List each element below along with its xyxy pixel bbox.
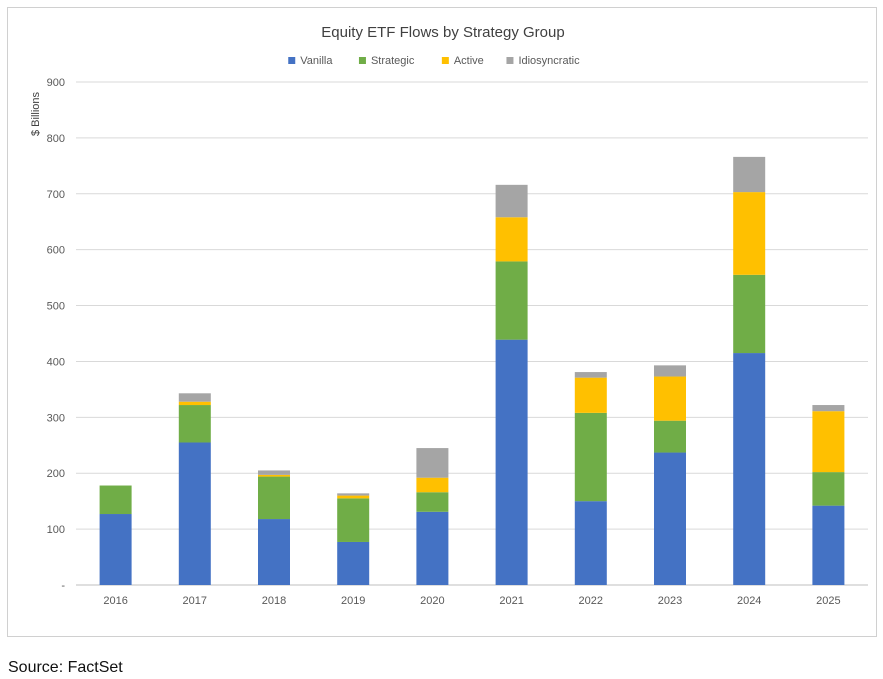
y-tick-label: 600: [47, 245, 65, 257]
x-tick-label: 2025: [816, 595, 840, 607]
bar-vanilla-2017: [178, 442, 211, 585]
bar-strategic-2021: [495, 261, 528, 340]
bar-vanilla-2019: [337, 541, 370, 585]
legend-swatch: [288, 57, 296, 64]
bar-active-2023: [654, 376, 686, 421]
bar-active-2018: [258, 474, 290, 477]
stacked-bar-chart: Equity ETF Flows by Strategy Group Vanil…: [30, 24, 868, 607]
bars: [99, 156, 845, 585]
bar-vanilla-2020: [416, 511, 449, 585]
x-tick-label: 2021: [499, 595, 523, 607]
bar-idiosyncratic-2020: [416, 448, 449, 478]
bar-idiosyncratic-2023: [654, 365, 686, 377]
x-tick-label: 2016: [103, 595, 127, 607]
source-note: Source: FactSet: [8, 659, 123, 676]
bar-vanilla-2023: [654, 452, 686, 585]
bar-strategic-2024: [733, 274, 766, 354]
legend-swatch: [358, 57, 366, 64]
bar-strategic-2018: [258, 476, 290, 520]
y-tick-label: -: [61, 580, 65, 592]
bar-active-2021: [495, 217, 528, 262]
bar-strategic-2016: [99, 485, 132, 515]
y-tick-label: 300: [47, 412, 65, 424]
bar-vanilla-2018: [258, 519, 290, 585]
bar-strategic-2023: [654, 420, 686, 453]
bar-idiosyncratic-2021: [495, 184, 528, 218]
bar-strategic-2020: [416, 492, 449, 512]
bar-idiosyncratic-2025: [812, 405, 845, 412]
legend-label: Vanilla: [300, 55, 333, 67]
x-tick-label: 2017: [183, 595, 207, 607]
legend-item-vanilla: Vanilla: [288, 55, 333, 67]
y-tick-label: 400: [47, 356, 65, 368]
bar-active-2020: [416, 477, 449, 493]
bar-active-2019: [337, 495, 370, 499]
bar-idiosyncratic-2017: [178, 393, 211, 402]
legend-item-active: Active: [441, 55, 484, 67]
legend: Vanilla Strategic Active Idiosyncratic: [288, 55, 580, 67]
legend-label: Strategic: [371, 55, 415, 67]
bar-idiosyncratic-2022: [574, 372, 607, 378]
x-tick-label: 2019: [341, 595, 365, 607]
bar-vanilla-2022: [574, 501, 607, 585]
chart-title: Equity ETF Flows by Strategy Group: [321, 24, 564, 41]
legend-swatch: [441, 57, 449, 64]
bar-vanilla-2021: [495, 339, 528, 585]
bar-strategic-2019: [337, 498, 370, 542]
legend-swatch: [506, 57, 514, 64]
bar-strategic-2022: [574, 412, 607, 502]
bar-active-2024: [733, 192, 766, 275]
legend-label: Idiosyncratic: [518, 55, 580, 67]
bar-active-2022: [574, 377, 607, 413]
x-tick-label: 2020: [420, 595, 444, 607]
bar-vanilla-2016: [99, 514, 132, 585]
bar-idiosyncratic-2024: [733, 156, 766, 193]
bar-vanilla-2025: [812, 505, 845, 585]
y-tick-labels: - 100 200 300 400 500 600 700 800 900: [47, 77, 66, 592]
legend-label: Active: [454, 55, 484, 67]
y-tick-label: 900: [47, 77, 65, 89]
legend-item-idiosyncratic: Idiosyncratic: [506, 55, 580, 67]
bar-active-2025: [812, 411, 845, 473]
y-axis-label: $ Billions: [30, 91, 42, 136]
bar-strategic-2025: [812, 472, 845, 506]
x-tick-label: 2023: [658, 595, 682, 607]
y-tick-label: 800: [47, 133, 65, 145]
legend-item-strategic: Strategic: [358, 55, 415, 67]
x-tick-label: 2018: [262, 595, 286, 607]
chart-frame: Equity ETF Flows by Strategy Group Vanil…: [7, 7, 877, 637]
y-tick-label: 100: [47, 524, 65, 536]
x-tick-label: 2022: [579, 595, 603, 607]
bar-idiosyncratic-2018: [258, 470, 290, 475]
bar-active-2017: [178, 401, 211, 406]
x-tick-label: 2024: [737, 595, 761, 607]
y-tick-label: 700: [47, 189, 65, 201]
bar-strategic-2017: [178, 405, 211, 443]
bar-idiosyncratic-2019: [337, 493, 370, 496]
y-tick-label: 500: [47, 301, 65, 313]
y-tick-label: 200: [47, 468, 65, 480]
bar-vanilla-2024: [733, 353, 766, 585]
x-tick-labels: 2016 2017 2018 2019 2020 2021 2022 2023 2024 2025: [103, 595, 840, 607]
